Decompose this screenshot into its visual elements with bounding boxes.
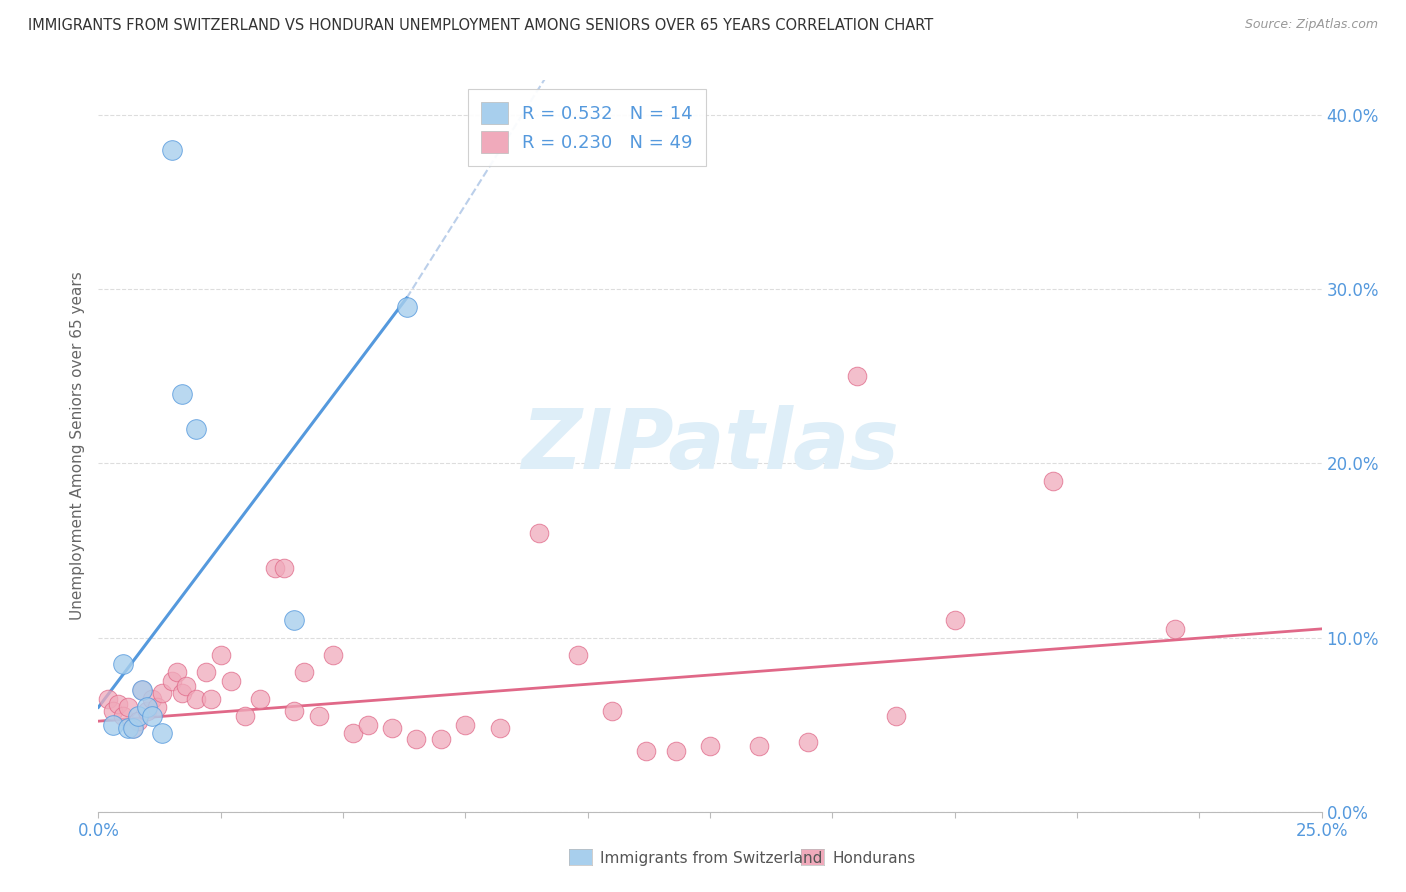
- Point: [636, 744, 658, 758]
- Point: [150, 686, 173, 700]
- Point: [273, 561, 295, 575]
- Point: [488, 721, 510, 735]
- Point: [111, 657, 134, 671]
- Point: [263, 561, 285, 575]
- Point: [101, 717, 124, 731]
- Point: [136, 700, 159, 714]
- Point: [292, 665, 315, 680]
- Point: [797, 735, 820, 749]
- Point: [186, 691, 208, 706]
- Point: [117, 700, 139, 714]
- Point: [176, 679, 198, 693]
- Point: [600, 704, 623, 718]
- Legend: R = 0.532   N = 14, R = 0.230   N = 49: R = 0.532 N = 14, R = 0.230 N = 49: [468, 89, 706, 166]
- Point: [308, 709, 330, 723]
- Point: [356, 717, 378, 731]
- Point: [665, 744, 688, 758]
- Point: [748, 739, 770, 753]
- Point: [170, 386, 193, 401]
- Point: [249, 691, 271, 706]
- Point: [111, 709, 134, 723]
- Point: [150, 726, 173, 740]
- Point: [121, 721, 143, 735]
- Point: [405, 731, 427, 746]
- Point: [160, 674, 183, 689]
- Point: [322, 648, 344, 662]
- Text: IMMIGRANTS FROM SWITZERLAND VS HONDURAN UNEMPLOYMENT AMONG SENIORS OVER 65 YEARS: IMMIGRANTS FROM SWITZERLAND VS HONDURAN …: [28, 18, 934, 33]
- Y-axis label: Unemployment Among Seniors over 65 years: Unemployment Among Seniors over 65 years: [70, 272, 86, 620]
- Point: [121, 721, 143, 735]
- Point: [567, 648, 589, 662]
- Point: [283, 704, 305, 718]
- Text: Source: ZipAtlas.com: Source: ZipAtlas.com: [1244, 18, 1378, 31]
- Point: [146, 700, 169, 714]
- Point: [454, 717, 477, 731]
- Point: [170, 686, 193, 700]
- Point: [127, 709, 149, 723]
- Point: [97, 691, 120, 706]
- Point: [136, 704, 159, 718]
- Point: [1042, 474, 1064, 488]
- Text: Immigrants from Switzerland: Immigrants from Switzerland: [600, 851, 823, 865]
- Point: [395, 300, 418, 314]
- Point: [186, 421, 208, 435]
- Point: [283, 613, 305, 627]
- Point: [101, 704, 124, 718]
- Point: [884, 709, 907, 723]
- Text: Hondurans: Hondurans: [832, 851, 915, 865]
- Point: [166, 665, 188, 680]
- Point: [381, 721, 404, 735]
- Point: [233, 709, 256, 723]
- Point: [131, 682, 153, 697]
- Point: [131, 682, 153, 697]
- Point: [127, 714, 149, 728]
- Point: [209, 648, 232, 662]
- Point: [219, 674, 242, 689]
- Point: [527, 526, 550, 541]
- Text: ZIPatlas: ZIPatlas: [522, 406, 898, 486]
- Point: [195, 665, 218, 680]
- Point: [160, 143, 183, 157]
- Point: [430, 731, 453, 746]
- Point: [699, 739, 721, 753]
- Point: [943, 613, 966, 627]
- Point: [1164, 622, 1187, 636]
- Point: [141, 709, 163, 723]
- Point: [107, 697, 129, 711]
- Point: [342, 726, 364, 740]
- Point: [200, 691, 222, 706]
- Point: [117, 721, 139, 735]
- Point: [141, 691, 163, 706]
- Point: [845, 369, 868, 384]
